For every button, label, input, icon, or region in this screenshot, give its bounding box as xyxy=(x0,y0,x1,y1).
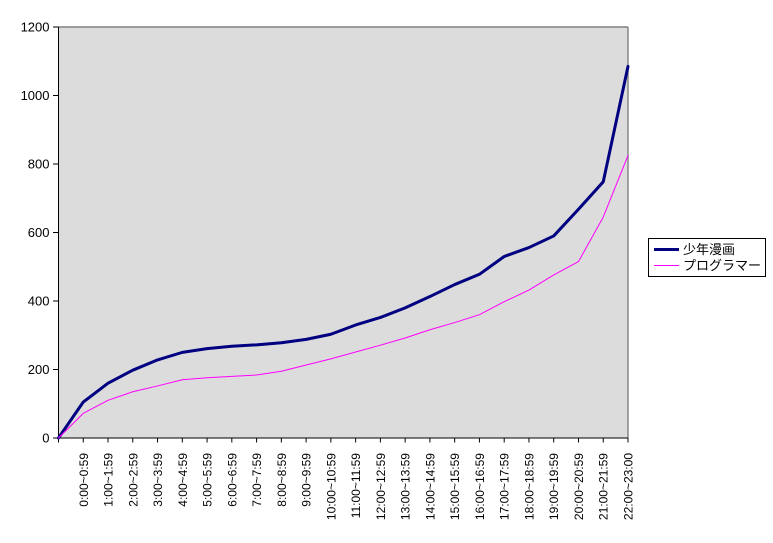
y-axis-label: 1200 xyxy=(21,20,50,35)
x-axis-label: 8:00~8:59 xyxy=(275,453,289,507)
legend-item-programmer: プログラマー xyxy=(654,259,765,272)
x-axis-label: 6:00~6:59 xyxy=(225,453,239,507)
x-axis-label: 16:00~16:59 xyxy=(473,453,487,520)
x-axis-label: 4:00~4:59 xyxy=(176,453,190,507)
x-axis-label: 7:00~7:59 xyxy=(250,453,264,507)
x-axis-label: 11:00~11:59 xyxy=(349,453,363,519)
x-axis-label: 18:00~18:59 xyxy=(522,453,536,520)
x-axis-label: 9:00~9:59 xyxy=(300,453,314,507)
x-axis-label: 2:00~2:59 xyxy=(126,453,140,507)
x-axis-label: 17:00~17:59 xyxy=(498,453,512,520)
legend: 少年漫画 プログラマー xyxy=(648,238,766,277)
series-line-programmer xyxy=(58,154,629,439)
x-axis-label: 1:00~1:59 xyxy=(102,453,116,507)
y-axis-label: 1000 xyxy=(21,88,50,103)
series-1-line-swatch xyxy=(654,265,679,267)
x-axis-label: 13:00~13:59 xyxy=(399,453,413,520)
legend-label-shonen-manga: 少年漫画 xyxy=(683,241,736,257)
x-axis-label: 3:00~3:59 xyxy=(151,453,165,507)
x-axis-label: 5:00~5:59 xyxy=(201,453,215,507)
x-axis-label: 21:00~21:59 xyxy=(597,453,611,520)
x-axis-label: 12:00~12:59 xyxy=(374,453,388,520)
y-axis-label: 200 xyxy=(28,362,50,377)
legend-item-shonen-manga: 少年漫画 xyxy=(654,243,765,256)
series-line-shonen-manga xyxy=(57,64,630,440)
x-axis-label: 22:00~23:00 xyxy=(622,453,636,520)
x-axis-label: 19:00~19:59 xyxy=(547,453,561,520)
legend-label-programmer: プログラマー xyxy=(683,258,762,274)
y-axis-label: 400 xyxy=(28,294,50,309)
y-axis-label: 600 xyxy=(28,225,50,240)
x-axis-label: 0:00~0:59 xyxy=(77,453,91,507)
y-axis-label: 0 xyxy=(42,431,49,446)
plot-background xyxy=(58,27,628,438)
x-axis-label: 15:00~15:59 xyxy=(448,453,462,520)
x-axis-label: 14:00~14:59 xyxy=(423,453,437,520)
x-axis-label: 20:00~20:59 xyxy=(572,453,586,520)
series-0-line-swatch xyxy=(654,247,679,251)
x-axis-label: 10:00~10:59 xyxy=(324,453,338,520)
y-axis-label: 800 xyxy=(28,157,50,172)
